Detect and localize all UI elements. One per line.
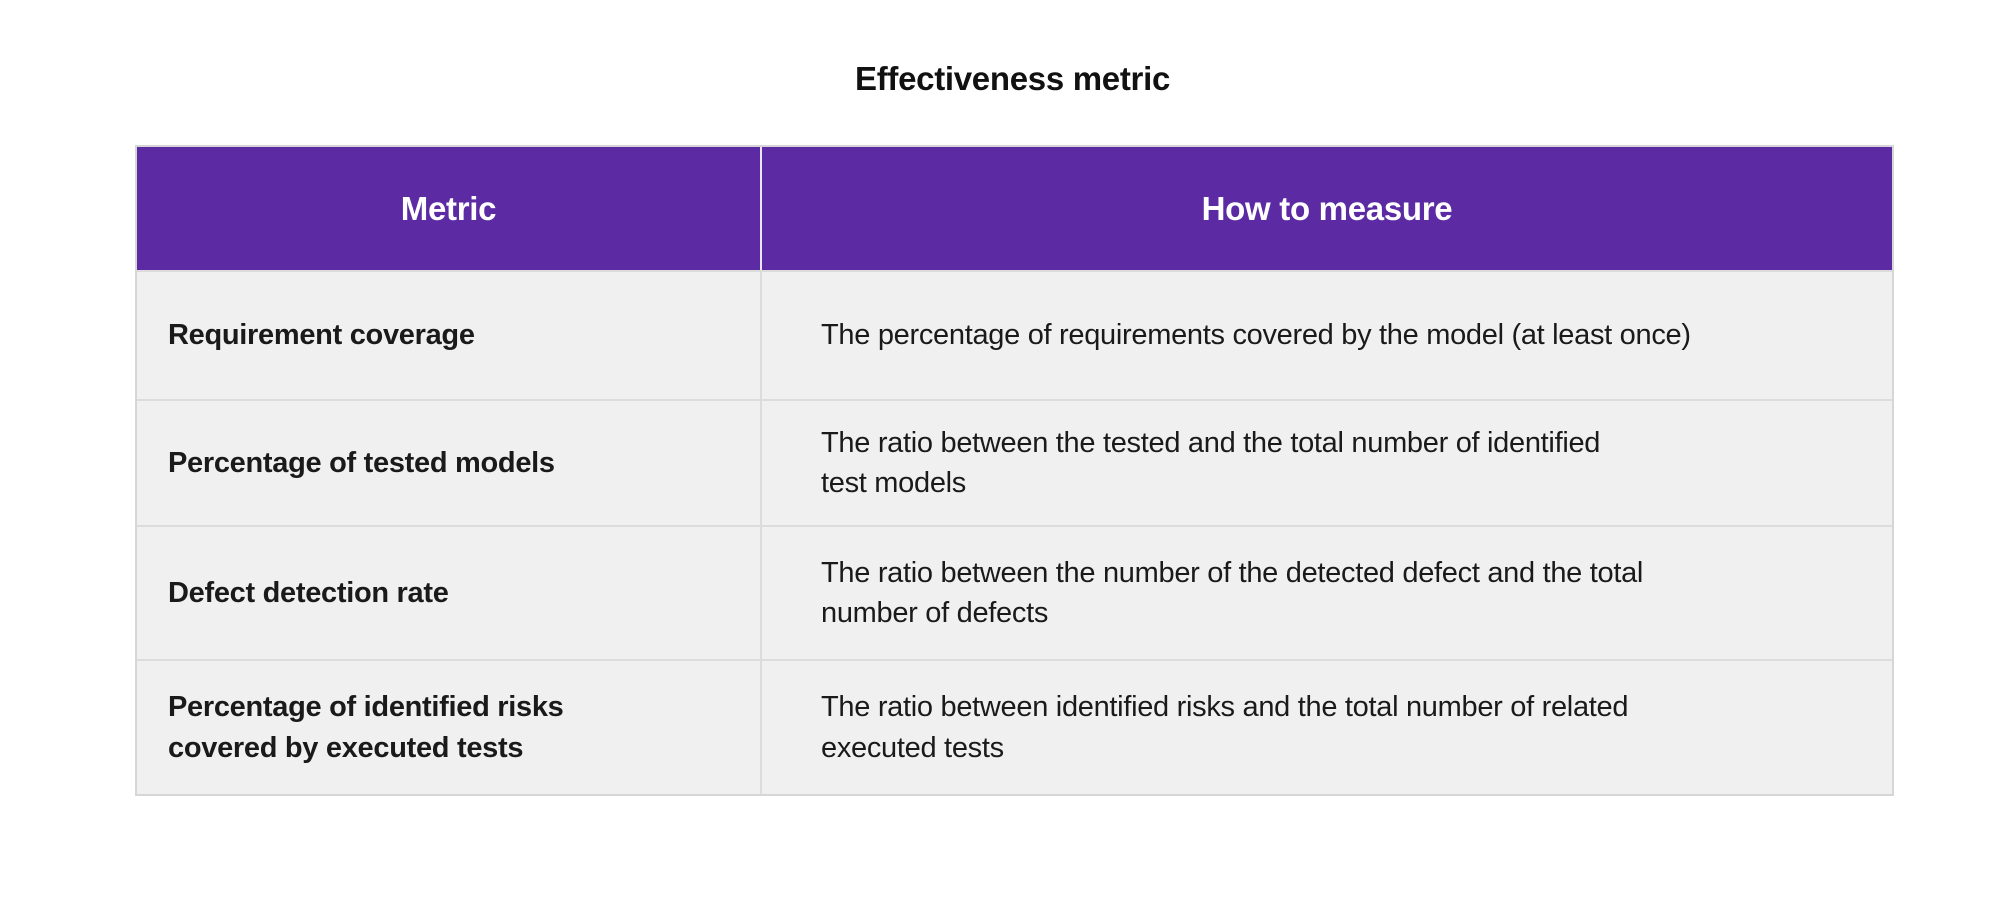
how-cell-percentage-tested-models: The ratio between the tested and the tot… — [762, 399, 1892, 525]
metric-cell-percentage-tested-models: Percentage of tested models — [137, 399, 762, 525]
metric-cell-defect-detection-rate: Defect detection rate — [137, 525, 762, 659]
metric-cell-identified-risks-coverage: Percentage of identified risks covered b… — [137, 659, 762, 794]
column-header-how-to-measure: How to measure — [762, 147, 1892, 270]
page-title: Effectiveness metric — [855, 60, 1170, 97]
how-cell-identified-risks-coverage: The ratio between identified risks and t… — [762, 659, 1892, 794]
column-header-metric: Metric — [137, 147, 762, 270]
effectiveness-metrics-table: Metric How to measure Requirement covera… — [135, 145, 1894, 796]
how-cell-requirement-coverage: The percentage of requirements covered b… — [762, 270, 1892, 399]
metric-cell-requirement-coverage: Requirement coverage — [137, 270, 762, 399]
how-cell-defect-detection-rate: The ratio between the number of the dete… — [762, 525, 1892, 659]
